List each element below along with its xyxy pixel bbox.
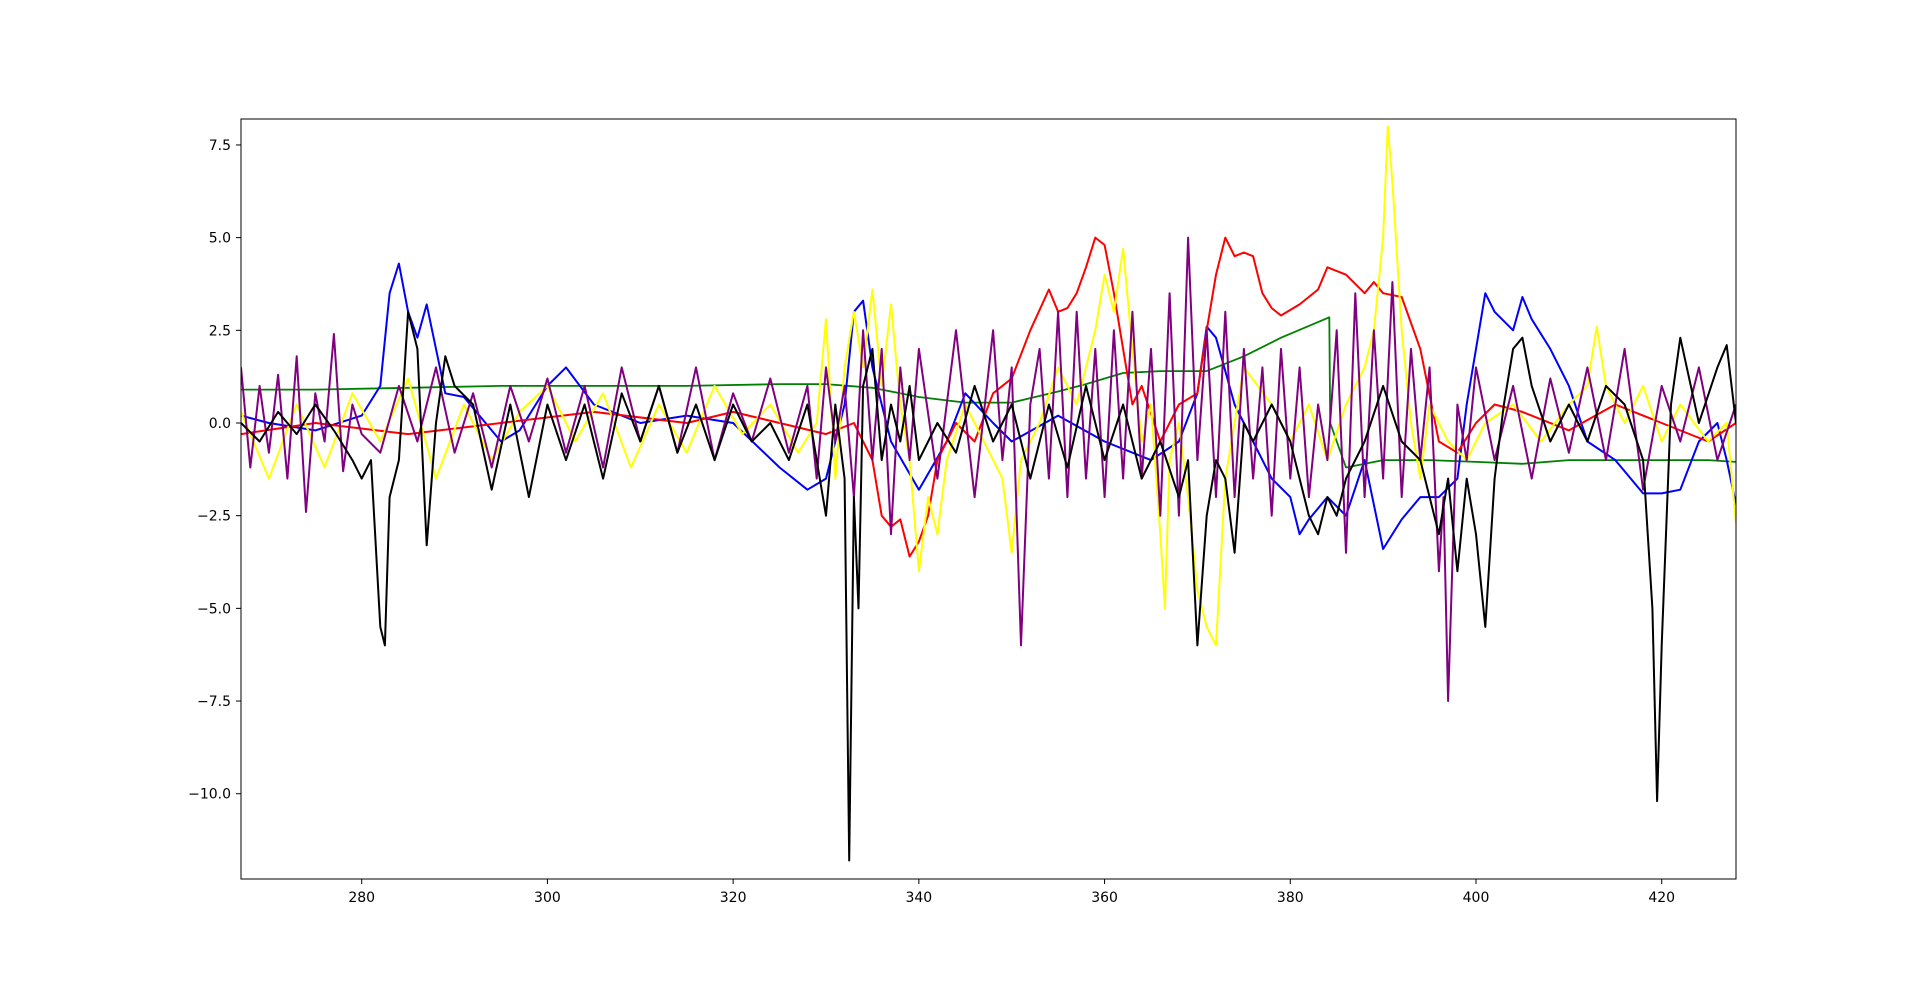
- y-tick-label: −7.5: [197, 694, 231, 710]
- axes-layer: 280 300 320 340 360 380 400 420 −10.0 −7.5 −5.0 −2.…: [188, 118, 1737, 906]
- y-tick-label: −2.5: [197, 509, 231, 525]
- series-line-3: [241, 236, 1736, 558]
- x-tick-label: 300: [534, 890, 561, 906]
- y-tick-label: −5.0: [197, 601, 231, 617]
- y-tick-label: −10.0: [188, 787, 231, 803]
- x-tick-label: 360: [1091, 890, 1118, 906]
- y-tick-label: 7.5: [209, 138, 231, 154]
- x-tick-label: 380: [1277, 890, 1304, 906]
- x-tick-label: 400: [1463, 890, 1490, 906]
- x-tick-label: 280: [348, 890, 375, 906]
- x-tick-label: 420: [1648, 890, 1675, 906]
- y-tick-label: 5.0: [209, 231, 231, 247]
- plot-frame: [240, 118, 1737, 880]
- x-tick-label: 320: [720, 890, 747, 906]
- series-line-6: [241, 310, 1736, 862]
- y-tick-label: 2.5: [209, 323, 231, 339]
- series-line-1: [241, 316, 1736, 469]
- series-line-4: [241, 125, 1736, 647]
- x-tick-label: 340: [905, 890, 932, 906]
- series-layer: [241, 125, 1736, 862]
- y-tick-label: 0.0: [209, 416, 231, 432]
- series-line-5: [241, 236, 1736, 702]
